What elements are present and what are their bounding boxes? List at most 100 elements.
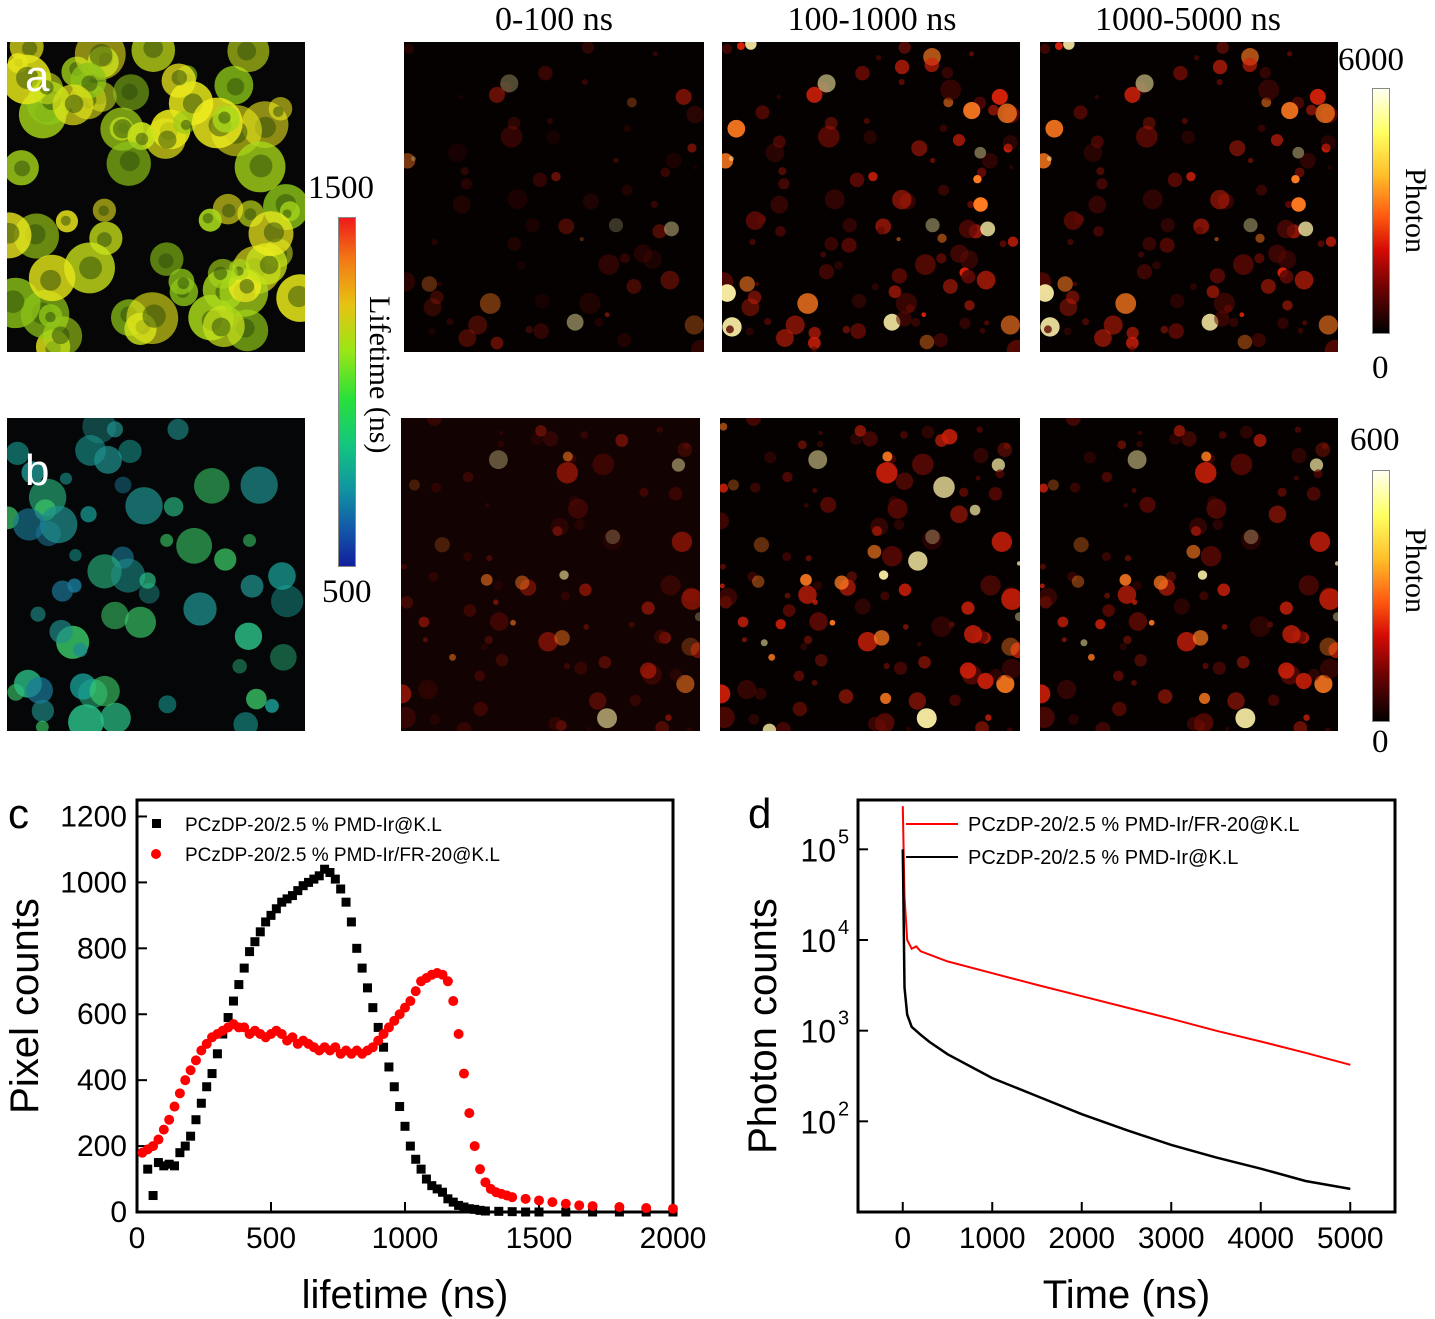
signal-spot <box>1117 585 1137 604</box>
data-point-black <box>207 1069 217 1079</box>
photon-bar-top-max: 6000 <box>1338 42 1404 78</box>
signal-spot <box>586 726 592 731</box>
signal-spot <box>754 281 760 287</box>
signal-spot <box>690 339 704 352</box>
signal-spot <box>747 290 762 305</box>
signal-spot <box>1309 88 1326 105</box>
signal-spot <box>782 604 796 617</box>
signal-spot <box>404 43 415 54</box>
x-tick-label: 500 <box>246 1222 296 1255</box>
signal-spot <box>1268 505 1287 524</box>
signal-spot <box>1040 284 1054 302</box>
signal-spot <box>671 458 686 472</box>
heatmap-b-0-100 <box>401 418 700 731</box>
cell-nucleus <box>89 43 113 67</box>
signal-spot <box>746 418 761 426</box>
data-point-red <box>458 1068 469 1079</box>
signal-spot <box>579 237 584 242</box>
signal-spot <box>908 551 928 571</box>
signal-spot <box>764 318 772 326</box>
signal-spot <box>1320 135 1336 151</box>
signal-spot <box>745 42 757 50</box>
signal-spot <box>559 570 569 580</box>
signal-spot <box>1095 619 1106 630</box>
signal-spot <box>1040 684 1051 704</box>
signal-spot <box>690 642 700 659</box>
signal-spot <box>980 575 1001 596</box>
photon-bar-bottom-max: 600 <box>1350 422 1400 458</box>
signal-spot <box>525 325 534 334</box>
signal-spot <box>1119 643 1127 651</box>
signal-spot <box>924 57 939 73</box>
signal-spot <box>1040 43 1051 54</box>
col-title-0-100: 0-100 ns <box>494 1 614 38</box>
signal-spot <box>959 250 979 269</box>
signal-spot <box>1293 721 1308 731</box>
cell-blob <box>39 505 78 544</box>
signal-spot <box>811 346 818 352</box>
panel-c-label: c <box>8 790 29 837</box>
signal-spot <box>428 571 439 582</box>
cell-nucleus <box>40 269 62 291</box>
signal-spot <box>1298 221 1314 237</box>
signal-spot <box>1067 571 1078 582</box>
signal-spot <box>564 662 571 670</box>
signal-spot <box>1247 157 1254 164</box>
signal-spot <box>961 269 976 284</box>
signal-spot <box>1294 270 1314 290</box>
signal-spot <box>560 591 570 601</box>
signal-spot <box>1260 278 1276 294</box>
signal-spot <box>1253 434 1267 447</box>
y-tick-label: 200 <box>77 1130 127 1163</box>
signal-spot <box>785 315 805 335</box>
signal-spot <box>991 88 1008 105</box>
data-point-black <box>352 943 362 953</box>
signal-spot <box>519 579 537 596</box>
data-point-black <box>368 1003 378 1013</box>
signal-spot <box>1181 130 1196 145</box>
signal-spot <box>1324 339 1338 352</box>
signal-spot <box>1057 616 1069 628</box>
x-tick-label: 0 <box>894 1222 911 1255</box>
data-point-black <box>266 910 276 920</box>
signal-spot <box>1137 430 1142 436</box>
signal-spot <box>568 498 589 519</box>
panel-d-label: d <box>748 790 772 837</box>
signal-spot <box>1132 580 1142 591</box>
signal-spot <box>582 193 600 210</box>
signal-spot <box>1279 269 1294 284</box>
signal-spot <box>1242 57 1257 73</box>
signal-spot <box>753 537 770 553</box>
signal-spot <box>1128 612 1148 631</box>
signal-spot <box>1001 658 1020 679</box>
signal-spot <box>979 327 986 334</box>
panel-b-label: b <box>25 446 50 495</box>
signal-spot <box>949 694 961 707</box>
signal-spot <box>888 495 900 508</box>
signal-spot <box>1190 526 1202 537</box>
cell-nucleus <box>64 94 84 114</box>
signal-spot <box>1014 612 1020 622</box>
signal-spot <box>566 313 584 331</box>
data-point-black <box>282 894 292 904</box>
signal-spot <box>1181 118 1188 125</box>
signal-spot <box>1126 336 1139 350</box>
signal-spot <box>1224 726 1230 731</box>
data-point-black <box>271 904 281 914</box>
signal-spot <box>686 105 704 124</box>
signal-spot <box>1235 708 1256 729</box>
signal-spot <box>961 601 975 615</box>
signal-spot <box>558 218 575 235</box>
signal-spot <box>1068 713 1080 725</box>
signal-spot <box>984 320 990 326</box>
signal-spot <box>1135 125 1158 148</box>
signal-spot <box>720 587 738 607</box>
signal-spot <box>937 233 947 243</box>
signal-spot <box>1230 453 1253 476</box>
signal-spot <box>1297 327 1304 334</box>
signal-spot <box>1080 639 1088 647</box>
signal-spot <box>1214 310 1230 327</box>
signal-spot <box>1131 679 1137 686</box>
cell-blob <box>100 702 131 731</box>
signal-spot <box>838 689 854 704</box>
